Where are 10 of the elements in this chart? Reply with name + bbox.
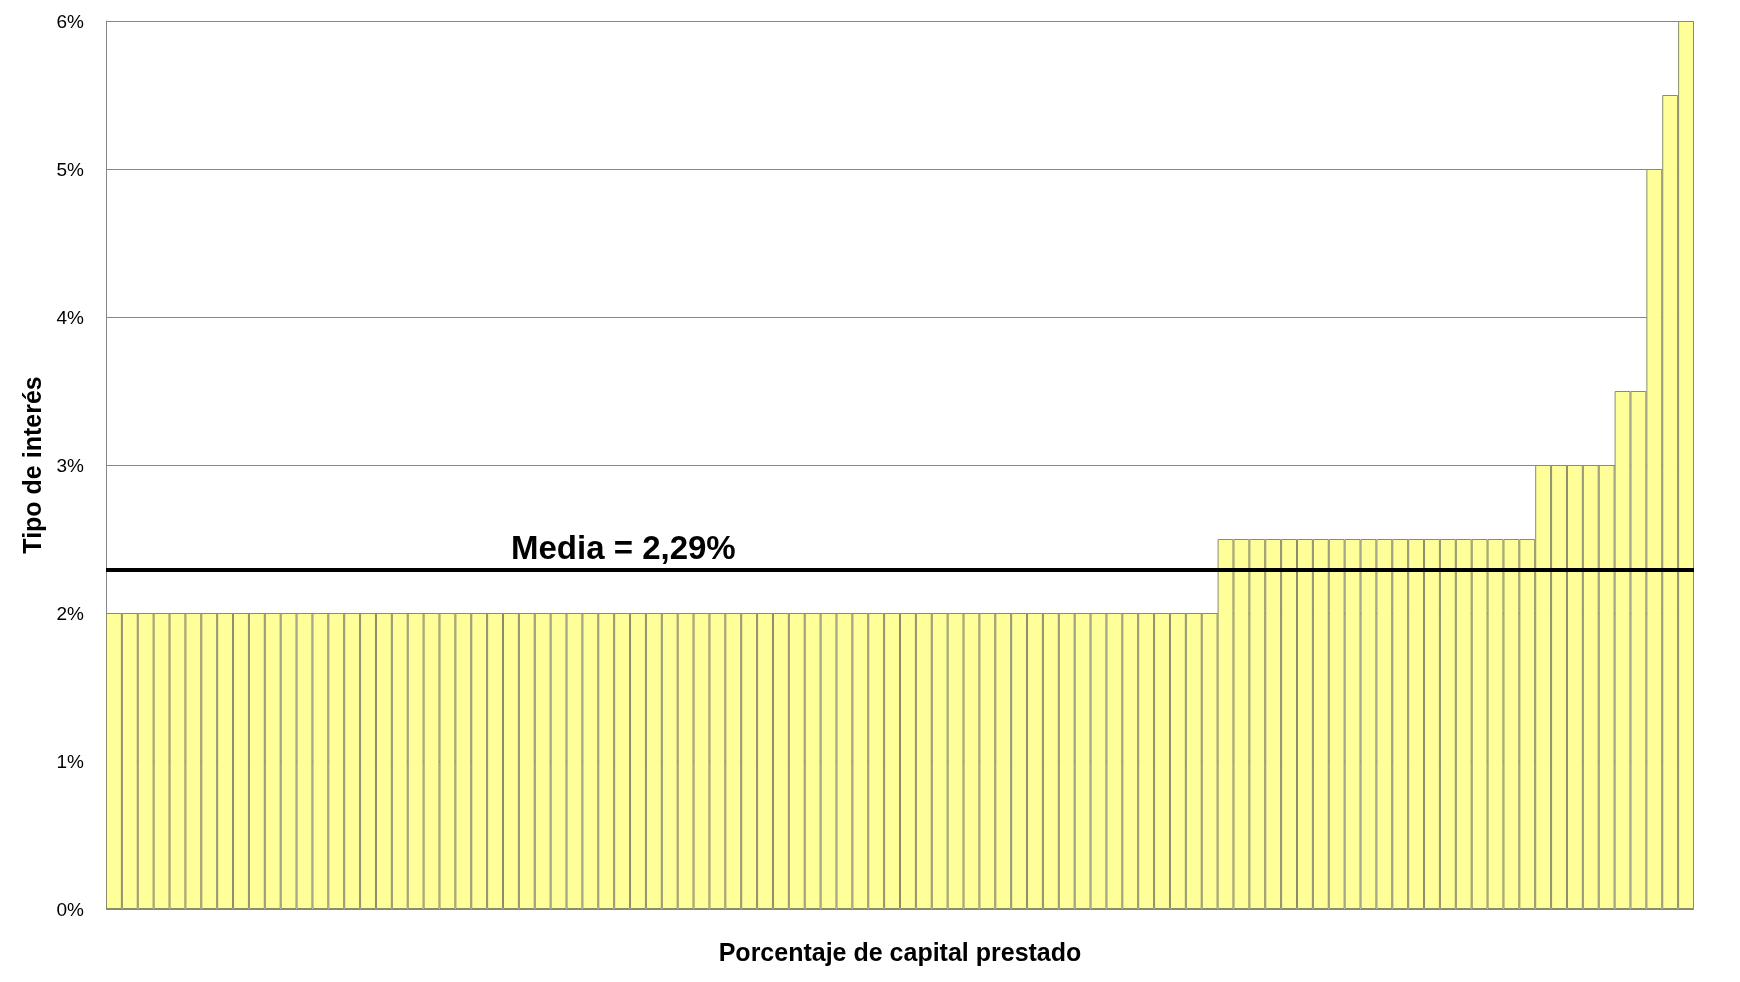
y-tick-label: 4%: [56, 306, 85, 328]
y-tick-label: 5%: [56, 158, 85, 180]
ref-line-label: Media = 2,29%: [511, 529, 736, 567]
x-axis-title: Porcentaje de capital prestado: [718, 937, 1082, 966]
y-tick-label: 6%: [56, 10, 85, 32]
y-axis-title: Tipo de interés: [17, 376, 46, 554]
y-tick-label: 1%: [56, 750, 85, 772]
y-tick-label: 2%: [56, 602, 85, 624]
y-tick-label: 3%: [56, 454, 85, 476]
y-tick-label: 0%: [56, 898, 85, 920]
